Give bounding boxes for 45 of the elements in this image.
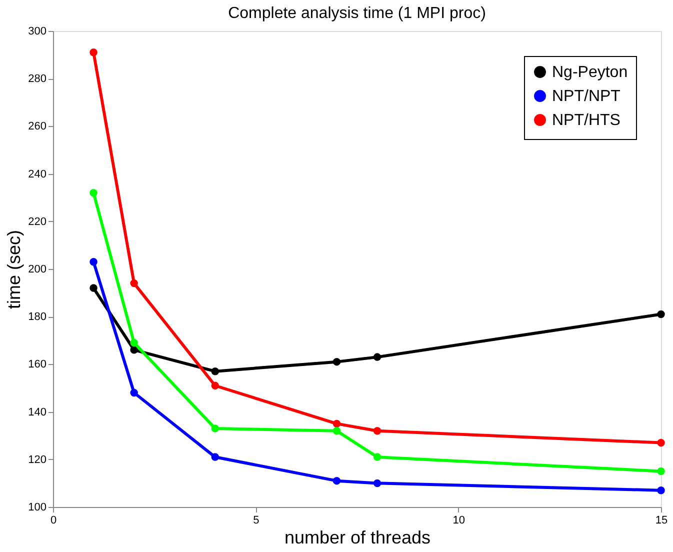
- point: [130, 388, 138, 397]
- point: [90, 48, 98, 56]
- point: [332, 476, 341, 485]
- y-tick-label: 140: [28, 406, 46, 418]
- y-tick-label: 280: [28, 73, 46, 86]
- y-tick-label: 180: [28, 311, 46, 324]
- point: [332, 426, 341, 435]
- legend-label: Ng-Peyton: [552, 64, 628, 81]
- legend-label: NPT/HTS: [552, 112, 620, 129]
- point: [373, 426, 382, 435]
- chart-title: Complete analysis time (1 MPI proc): [228, 5, 486, 22]
- y-tick-label: 240: [28, 168, 46, 180]
- x-tick-label: 5: [253, 514, 260, 526]
- point: [373, 479, 382, 488]
- point: [90, 258, 98, 266]
- point: [90, 284, 98, 292]
- point: [332, 358, 341, 366]
- y-tick-label: 160: [28, 358, 46, 371]
- y-tick-label: 300: [28, 26, 46, 38]
- y-axis-title: time (sec): [4, 230, 24, 310]
- point: [130, 279, 138, 288]
- x-tick-label: 15: [655, 514, 668, 526]
- point: [90, 188, 98, 197]
- y-tick-label: 120: [28, 454, 46, 466]
- point: [211, 367, 220, 376]
- point: [211, 424, 220, 432]
- point: [211, 453, 220, 461]
- point: [373, 453, 382, 461]
- point: [211, 382, 220, 390]
- point: [373, 353, 382, 361]
- point: [657, 310, 665, 318]
- y-tick-label: 200: [28, 264, 46, 276]
- point: [657, 467, 665, 476]
- point: [130, 338, 138, 347]
- legend-label: NPT/NPT: [552, 88, 621, 105]
- point: [130, 346, 138, 354]
- x-axis-title: number of threads: [284, 528, 431, 548]
- x-tick-label: 10: [452, 514, 465, 526]
- y-tick-label: 220: [28, 216, 46, 228]
- point: [657, 438, 665, 447]
- x-tick-label: 0: [50, 514, 57, 526]
- y-tick-label: 100: [28, 502, 46, 514]
- point: [657, 486, 665, 494]
- y-tick-label: 260: [28, 120, 46, 133]
- point: [332, 420, 341, 428]
